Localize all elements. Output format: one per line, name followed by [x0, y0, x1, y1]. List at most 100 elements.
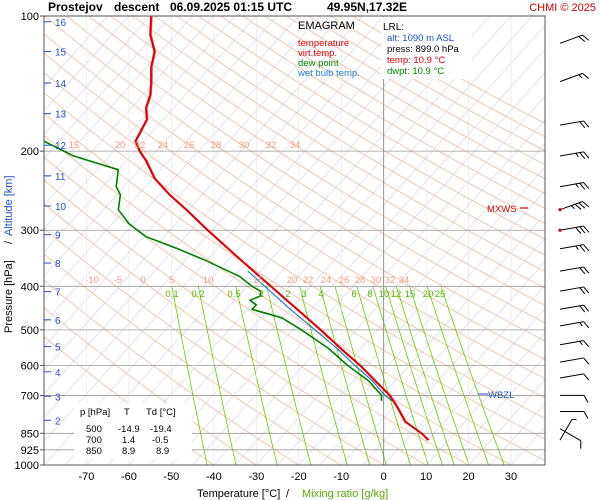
diagonal-gridline	[362, 261, 545, 465]
mixing-ratio-label: 3	[301, 289, 306, 300]
diagonal-gridline	[171, 48, 545, 465]
diagonal-gridline	[44, 16, 321, 324]
table-cell: -19.4	[150, 424, 172, 435]
wind-barb-flag	[582, 34, 590, 41]
wind-barb-flag	[583, 411, 589, 419]
wind-barb	[559, 182, 590, 190]
lrl-title: LRL:	[383, 22, 404, 33]
alt-tick-label: 14	[55, 79, 67, 90]
mixing-ratio-label: 6	[351, 289, 356, 300]
mixing-ratio-label: 10	[379, 289, 390, 300]
wind-barb	[559, 373, 590, 381]
dry-adiabat-label: 34	[290, 140, 301, 151]
diagonal-gridline	[298, 190, 545, 465]
dry-adiabat	[44, 52, 545, 380]
dry-adiabat-label: 32	[385, 275, 396, 286]
wind-barb-flag	[579, 287, 586, 295]
alt-tick-label: 16	[55, 18, 67, 29]
table-header-t: T	[124, 407, 130, 418]
dry-adiabat-label: -5	[114, 275, 122, 286]
diagonal-gridline	[447, 355, 545, 465]
mixing-ratio-label: 4	[318, 289, 323, 300]
legend-title: EMAGRAM	[298, 20, 355, 32]
diagonal-gridline	[44, 16, 427, 442]
dry-adiabat	[220, 16, 545, 209]
mxws-label: MXWS	[487, 204, 517, 215]
p-tick-label: 1000	[15, 460, 39, 472]
lrl-temp: temp: 10.9 °C	[387, 55, 445, 66]
dry-adiabat-label: 26	[339, 275, 350, 286]
mixing-ratio-label: 1	[259, 289, 264, 300]
wind-barb-flag	[583, 225, 590, 233]
table-cell: -14.9	[118, 424, 140, 435]
p-tick-label: 200	[21, 146, 39, 158]
p-tick-label: 400	[21, 281, 39, 293]
dry-adiabat	[88, 16, 545, 306]
dry-adiabat	[110, 16, 545, 289]
alt-tick-label: 5	[55, 343, 61, 354]
dry-adiabat-label: 20	[115, 140, 126, 151]
p-tick-label: 500	[21, 325, 39, 337]
diagonal-gridline	[64, 16, 469, 465]
wind-barb-flag	[583, 182, 590, 190]
diagonal-gridline	[44, 16, 151, 135]
wind-barb-flag	[583, 321, 590, 329]
x-tick-label: -40	[206, 471, 222, 483]
diagonal-gridline	[149, 24, 545, 465]
diagonal-gridline	[44, 16, 406, 419]
alt-tick-label: 8	[55, 259, 61, 270]
y-axis-sep: /	[3, 240, 15, 244]
legend: EMAGRAM temperature virt.temp. dew point…	[297, 20, 360, 79]
x-tick-label: 10	[420, 471, 432, 483]
wind-barb	[559, 225, 590, 234]
mixing-ratio-label: 25	[435, 289, 446, 300]
diagonal-gridline	[213, 95, 545, 465]
dry-adiabat	[198, 16, 545, 224]
wind-barb-flag	[583, 373, 590, 381]
diagonal-gridline	[107, 16, 512, 465]
wind-barb-half	[575, 183, 579, 188]
alt-tick-label: 10	[55, 202, 67, 213]
wind-barb-flag	[583, 286, 590, 294]
alt-tick-label: 15	[55, 48, 67, 59]
table-cell: -0.5	[152, 435, 168, 446]
dry-adiabat	[66, 16, 545, 324]
dry-adiabat-label: 28	[355, 275, 366, 286]
dry-adiabat-label: 15	[69, 140, 80, 151]
legend-dew-point: dew point	[298, 58, 339, 69]
lrl-alt: alt: 1090 m ASL	[387, 33, 454, 44]
wind-barb-half	[570, 205, 575, 210]
alt-tick-label: 11	[55, 172, 66, 183]
dry-adiabat-label: -10	[85, 275, 99, 286]
alt-tick-label: 4	[55, 368, 61, 379]
wind-barb	[560, 394, 589, 403]
x-tick-label: -20	[291, 471, 307, 483]
diagonal-gridline	[234, 119, 545, 465]
wind-barb-half	[575, 245, 579, 250]
wind-barb	[559, 266, 590, 275]
dry-adiabat-label: 26	[184, 140, 195, 151]
dry-adiabat	[44, 92, 545, 419]
series-wet-bulb-temp	[247, 270, 393, 402]
dry-adiabat	[154, 16, 545, 256]
dry-adiabat-label: 30	[239, 140, 250, 151]
x-tick-label: 20	[462, 471, 474, 483]
dry-adiabat-label: 24	[321, 275, 332, 286]
wind-barb-half	[579, 322, 583, 327]
x-axis-sep: /	[286, 488, 290, 500]
dry-adiabat	[44, 16, 545, 342]
series-temperature	[134, 16, 429, 441]
diagonal-gridline	[44, 16, 384, 395]
table-cell: 700	[86, 435, 102, 446]
alt-tick-label: 12	[55, 141, 67, 152]
dry-adiabat-label: 0	[140, 275, 145, 286]
wind-barb-staff	[559, 373, 584, 379]
x-axis-label-mixing: Mixing ratio [g/kg]	[302, 488, 388, 500]
y-axis-label: Pressure [hPa]	[3, 260, 15, 333]
wind-barb-flag	[579, 182, 586, 190]
legend-virt-temp: virt.temp.	[298, 48, 337, 59]
wind-barb	[559, 304, 590, 313]
dry-adiabat-label: 5	[169, 275, 174, 286]
wind-barb-flag	[579, 305, 586, 313]
